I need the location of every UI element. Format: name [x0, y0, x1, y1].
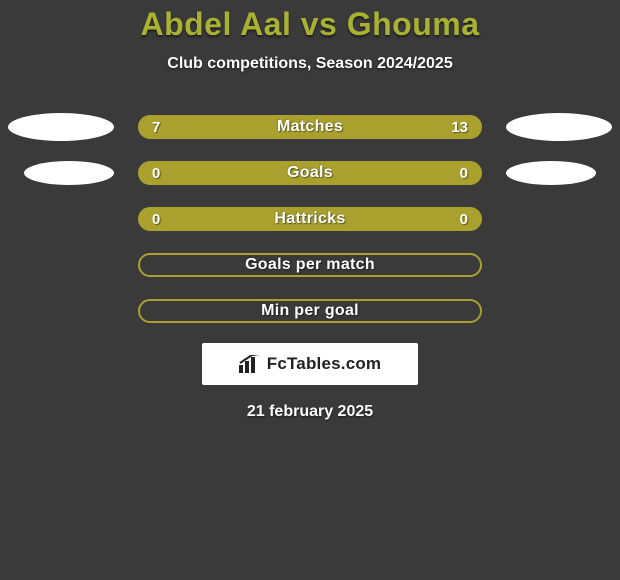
stats-card: Abdel Aal vs Ghouma Club competitions, S… — [0, 0, 620, 580]
stat-label: Min per goal — [140, 302, 480, 320]
stat-value-right: 13 — [451, 119, 468, 136]
subtitle: Club competitions, Season 2024/2025 — [0, 55, 620, 73]
stat-label: Hattricks — [140, 210, 480, 228]
stat-label: Goals — [140, 164, 480, 182]
stat-value-right: 0 — [460, 165, 468, 182]
stat-row-goals: 0 Goals 0 — [0, 161, 620, 185]
stat-bar: 7 Matches 13 — [138, 115, 482, 139]
avatar-right — [506, 161, 596, 185]
stat-bar: Min per goal — [138, 299, 482, 323]
stat-rows: 7 Matches 13 0 Goals 0 0 Hattricks — [0, 115, 620, 323]
stat-row-goals-per-match: Goals per match — [0, 253, 620, 277]
date-text: 21 february 2025 — [0, 403, 620, 421]
stat-row-hattricks: 0 Hattricks 0 — [0, 207, 620, 231]
bar-chart-icon — [239, 355, 261, 373]
stat-row-matches: 7 Matches 13 — [0, 115, 620, 139]
stat-label: Goals per match — [140, 256, 480, 274]
stat-row-min-per-goal: Min per goal — [0, 299, 620, 323]
page-title: Abdel Aal vs Ghouma — [0, 0, 620, 43]
stat-bar: 0 Goals 0 — [138, 161, 482, 185]
logo-text: FcTables.com — [267, 354, 382, 374]
avatar-left — [24, 161, 114, 185]
logo-box: FcTables.com — [202, 343, 418, 385]
stat-value-right: 0 — [460, 211, 468, 228]
stat-bar: 0 Hattricks 0 — [138, 207, 482, 231]
avatar-left — [8, 113, 114, 141]
avatar-right — [506, 113, 612, 141]
stat-label: Matches — [140, 118, 480, 136]
stat-bar: Goals per match — [138, 253, 482, 277]
